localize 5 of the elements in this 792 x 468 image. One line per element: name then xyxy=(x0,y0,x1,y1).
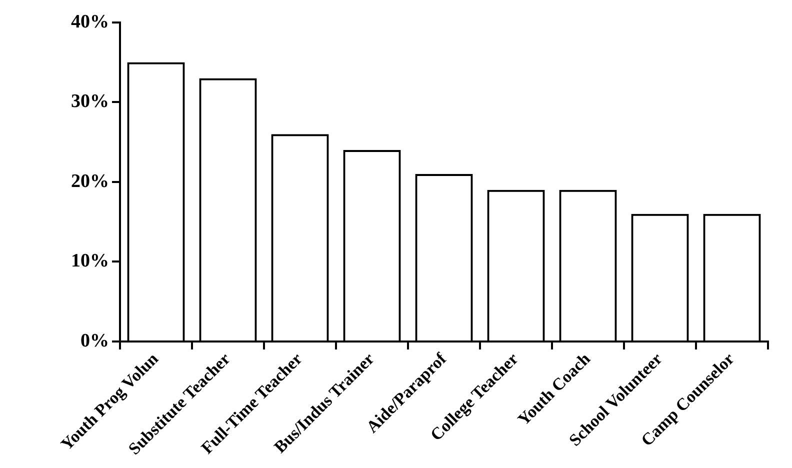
y-tick-label: 30% xyxy=(71,91,109,112)
y-tick-label: 20% xyxy=(71,170,109,192)
y-tick-label: 10% xyxy=(71,250,109,272)
y-tick-label: 40% xyxy=(71,11,109,32)
y-tick-label: 0% xyxy=(80,330,109,352)
